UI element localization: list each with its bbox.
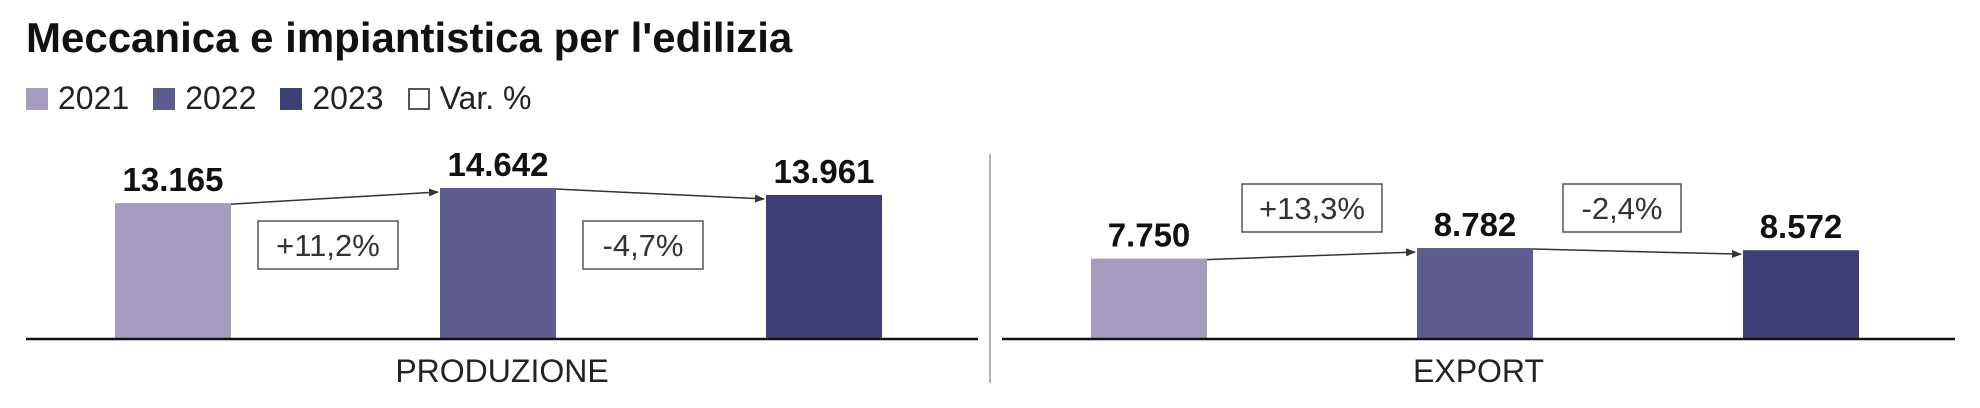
value-label-produzione-2022: 14.642 <box>448 146 549 183</box>
change-label-export-2: -2,4% <box>1582 191 1663 226</box>
legend-swatch-2022 <box>153 87 176 110</box>
arrow-produzione-1 <box>230 188 439 205</box>
legend-label-var: Var. % <box>439 80 532 116</box>
legend-item-2021: 2021 <box>26 80 129 117</box>
value-label-export-2022: 8.782 <box>1434 206 1517 243</box>
legend: 2021 2022 2023 Var. % <box>26 80 555 117</box>
arrow-export-1 <box>1206 248 1416 261</box>
change-box-produzione-1 <box>257 220 399 270</box>
bar-export-2021 <box>1091 258 1207 338</box>
value-label-produzione-2023: 13.961 <box>774 153 875 190</box>
legend-swatch-2021 <box>26 87 48 110</box>
bar-export-2022 <box>1417 248 1533 338</box>
chart-title: Meccanica e impiantistica per l'edilizia <box>26 14 793 61</box>
change-label-produzione-1: +11,2% <box>276 228 380 263</box>
legend-label-2022: 2022 <box>185 80 257 116</box>
bar-export-2023 <box>1743 250 1859 338</box>
legend-swatch-var <box>407 87 430 110</box>
bar-produzione-2022 <box>440 188 556 338</box>
change-box-export-2 <box>1562 183 1682 233</box>
change-box-produzione-2 <box>582 220 704 270</box>
value-label-export-2021: 7.750 <box>1108 217 1191 254</box>
legend-label-2023: 2023 <box>312 80 384 116</box>
x-axis-label-produzione: PRODUZIONE <box>395 353 608 389</box>
legend-item-2022: 2022 <box>153 80 256 117</box>
bar-produzione-2021 <box>115 203 231 338</box>
x-axis-label-export: EXPORT <box>1413 353 1544 389</box>
bar-produzione-2023 <box>766 194 882 338</box>
change-label-export-1: +13,3% <box>1259 191 1365 226</box>
legend-item-2023: 2023 <box>280 80 384 117</box>
change-box-export-1 <box>1241 183 1383 233</box>
legend-swatch-2023 <box>280 87 303 110</box>
value-label-export-2023: 8.572 <box>1760 208 1843 245</box>
legend-item-var: Var. % <box>407 80 532 117</box>
change-label-produzione-2: -4,7% <box>603 228 684 263</box>
arrow-produzione-2 <box>555 188 765 203</box>
legend-label-2021: 2021 <box>58 80 130 116</box>
value-label-produzione-2021: 13.165 <box>123 161 224 198</box>
arrow-export-2 <box>1532 248 1742 258</box>
